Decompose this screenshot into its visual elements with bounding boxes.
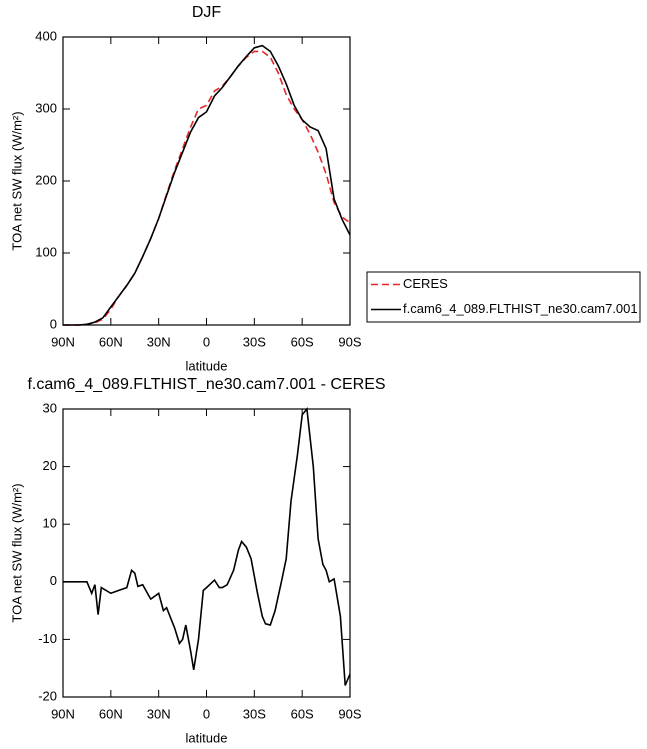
y-tick-label: 100	[35, 244, 57, 259]
x-tick-label: 90N	[51, 706, 75, 721]
x-tick-label: 60N	[99, 706, 123, 721]
y-axis-label: TOA net SW flux (W/m²)	[9, 483, 24, 622]
legend-label: CERES	[403, 276, 448, 291]
plot-frame	[62, 408, 351, 698]
plot-frame	[62, 36, 351, 326]
chart-title: f.cam6_4_089.FLTHIST_ne30.cam7.001 - CER…	[27, 376, 385, 393]
y-tick-label: 300	[35, 100, 57, 115]
legend-box	[366, 271, 641, 323]
y-tick-label: 400	[35, 28, 57, 43]
y-tick-label: 200	[35, 172, 57, 187]
x-tick-label: 60S	[291, 706, 314, 721]
y-tick-label: 0	[50, 573, 57, 588]
y-tick-label: 10	[43, 516, 57, 531]
x-tick-label: 0	[203, 706, 210, 721]
x-axis-label: latitude	[186, 730, 228, 745]
y-tick-label: 0	[50, 316, 57, 331]
x-tick-label: 60N	[99, 334, 123, 349]
x-tick-label: 30S	[243, 706, 266, 721]
x-tick-label: 90N	[51, 334, 75, 349]
y-tick-label: 30	[43, 400, 57, 415]
x-tick-label: 0	[203, 334, 210, 349]
x-tick-label: 90S	[338, 706, 361, 721]
x-axis-label: latitude	[186, 358, 228, 373]
x-tick-label: 30S	[243, 334, 266, 349]
series-line	[63, 50, 351, 326]
x-tick-label: 30N	[147, 334, 171, 349]
x-tick-label: 60S	[291, 334, 314, 349]
series-line	[63, 407, 351, 686]
legend-label: f.cam6_4_089.FLTHIST_ne30.cam7.001	[403, 301, 638, 316]
y-tick-label: -10	[38, 631, 57, 646]
x-tick-label: 90S	[338, 334, 361, 349]
chart-title: DJF	[192, 4, 222, 21]
y-tick-label: -20	[38, 688, 57, 703]
y-tick-label: 20	[43, 458, 57, 473]
y-axis-label: TOA net SW flux (W/m²)	[9, 111, 24, 250]
x-tick-label: 30N	[147, 706, 171, 721]
series-line	[63, 44, 351, 326]
